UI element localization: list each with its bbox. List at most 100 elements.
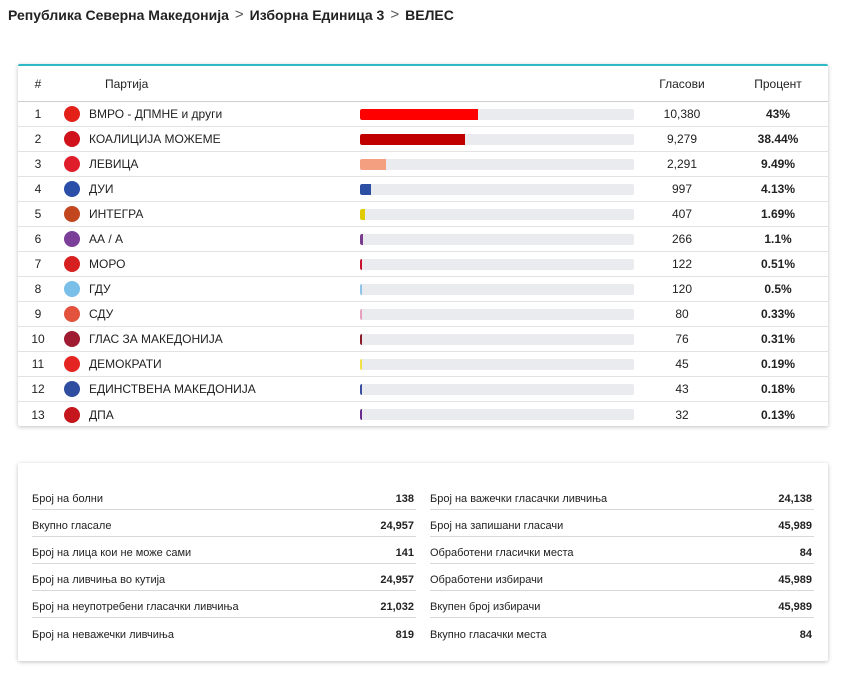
stat-row: Број на ливчиња во кутија 24,957 [32,564,416,591]
party-name[interactable]: ВМРО - ДПМНЕ и други [89,107,223,121]
party-votes: 266 [671,232,693,246]
party-name[interactable]: ГЛАС ЗА МАКЕДОНИЈА [89,332,223,346]
bar-track [360,358,634,370]
party-logo [58,106,86,122]
row-number: 7 [34,257,42,271]
table-row[interactable]: 2 КОАЛИЦИЈА МОЖЕМЕ 9,279 38.44% [18,127,828,152]
table-row[interactable]: 9 СДУ 80 0.33% [18,302,828,327]
stat-row: Број на важечки гласачки ливчиња 24,138 [430,483,814,510]
stat-row: Вкупен број избирачи 45,989 [430,591,814,618]
vote-share-bar [358,308,636,320]
party-name[interactable]: ДЕМОКРАТИ [89,357,162,371]
party-name[interactable]: ЕДИНСТВЕНА МАКЕДОНИЈА [89,382,256,396]
party-percent: 4.13% [760,182,796,196]
stat-row: Број на неупотребени гласачки ливчиња 21,… [32,591,416,618]
party-logo [58,256,86,272]
aa-a-logo-icon [64,231,80,247]
row-number: 4 [34,182,42,196]
breadcrumb-electoral-unit[interactable]: Изборна Единица 3 [249,6,385,23]
party-name[interactable]: ГДУ [89,282,111,296]
party-percent: 0.31% [760,332,796,346]
demokrati-logo-icon [64,356,80,372]
stat-row: Вкупно гласале 24,957 [32,510,416,537]
party-name[interactable]: ДУИ [89,182,114,196]
gdu-logo-icon [64,281,80,297]
table-row[interactable]: 12 ЕДИНСТВЕНА МАКЕДОНИЈА 43 0.18% [18,377,828,402]
stats-column-right: Број на важечки гласачки ливчиња 24,138 Бр… [430,483,814,645]
row-number: 1 [34,107,42,121]
party-name[interactable]: МОРО [89,257,126,271]
party-logo [58,156,86,172]
row-number: 5 [34,207,42,221]
header-percent: Процент [754,76,802,91]
table-row[interactable]: 10 ГЛАС ЗА МАКЕДОНИЈА 76 0.31% [18,327,828,352]
table-row[interactable]: 13 ДПА 32 0.13% [18,402,828,427]
party-name[interactable]: ЛЕВИЦА [89,157,139,171]
table-row[interactable]: 5 ИНТЕГРА 407 1.69% [18,202,828,227]
row-number: 6 [34,232,42,246]
table-row[interactable]: 8 ГДУ 120 0.5% [18,277,828,302]
bar-fill [360,208,365,220]
stat-label: Број на лица кои не може сами [32,547,192,559]
vote-share-bar [358,358,636,370]
party-percent: 38.44% [757,132,799,146]
header-votes: Гласови [659,76,705,91]
vote-share-bar [358,409,636,420]
bar-fill [360,383,362,395]
party-name[interactable]: КОАЛИЦИЈА МОЖЕМЕ [89,132,221,146]
vote-share-bar [358,258,636,270]
bar-fill [360,133,466,145]
bar-track [360,258,634,270]
bar-track [360,383,634,395]
party-votes: 76 [675,332,689,346]
table-row[interactable]: 3 ЛЕВИЦА 2,291 9.49% [18,152,828,177]
party-percent: 0.51% [760,257,796,271]
stat-row: Обработени гласички места 84 [430,537,814,564]
stat-label: Вкупно гласале [32,520,112,532]
party-name[interactable]: СДУ [89,307,114,321]
party-percent: 0.33% [760,307,796,321]
party-logo [58,231,86,247]
stat-row: Број на неважечки ливчиња 819 [32,618,416,645]
sdu-logo-icon [64,306,80,322]
vote-share-bar [358,233,636,245]
row-number: 8 [34,282,42,296]
header-party: Партија [105,76,149,91]
row-number: 10 [31,332,45,346]
levica-logo-icon [64,156,80,172]
stat-row: Вкупно гласачки места 84 [430,618,814,645]
table-row[interactable]: 11 ДЕМОКРАТИ 45 0.19% [18,352,828,377]
party-logo [58,131,86,147]
table-row[interactable]: 6 АА / А 266 1.1% [18,227,828,252]
party-name[interactable]: ДПА [89,407,114,422]
results-table: # Партија Гласови Процент 1 ВМРО - ДПМНЕ … [18,64,828,426]
vote-share-bar [358,158,636,170]
turnout-stats-card: Број на болни 138 Вкупно гласале 24,957 Број… [18,463,828,661]
stat-row: Број на запишани гласачи 45,989 [430,510,814,537]
table-row[interactable]: 1 ВМРО - ДПМНЕ и други 10,380 43% [18,102,828,127]
stat-label: Број на болни [32,493,104,505]
party-votes: 407 [671,207,693,221]
bar-fill [360,358,362,370]
dpa-logo-icon [64,406,80,423]
table-header: # Партија Гласови Процент [18,66,828,102]
party-name[interactable]: ИНТЕГРА [89,207,144,221]
bar-fill [360,409,362,420]
bar-track [360,133,634,145]
table-body: 1 ВМРО - ДПМНЕ и други 10,380 43% 2 КОАЛИЦИЈА… [18,102,828,427]
stat-value: 21,032 [380,601,414,613]
stat-value: 84 [799,629,812,641]
party-name[interactable]: АА / А [89,232,124,246]
bar-track [360,409,634,420]
bar-track [360,183,634,195]
table-row[interactable]: 4 ДУИ 997 4.13% [18,177,828,202]
integra-logo-icon [64,206,80,222]
breadcrumb-country[interactable]: Република Северна Македонија [8,6,229,23]
moro-logo-icon [64,256,80,272]
row-number: 9 [34,307,42,321]
party-logo [58,331,86,347]
stats-column-left: Број на болни 138 Вкупно гласале 24,957 Број… [32,483,416,645]
vote-share-bar [358,333,636,345]
bar-track [360,283,634,295]
table-row[interactable]: 7 МОРО 122 0.51% [18,252,828,277]
